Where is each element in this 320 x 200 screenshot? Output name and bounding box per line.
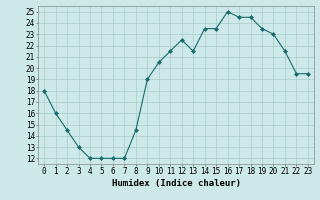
X-axis label: Humidex (Indice chaleur): Humidex (Indice chaleur) <box>111 179 241 188</box>
